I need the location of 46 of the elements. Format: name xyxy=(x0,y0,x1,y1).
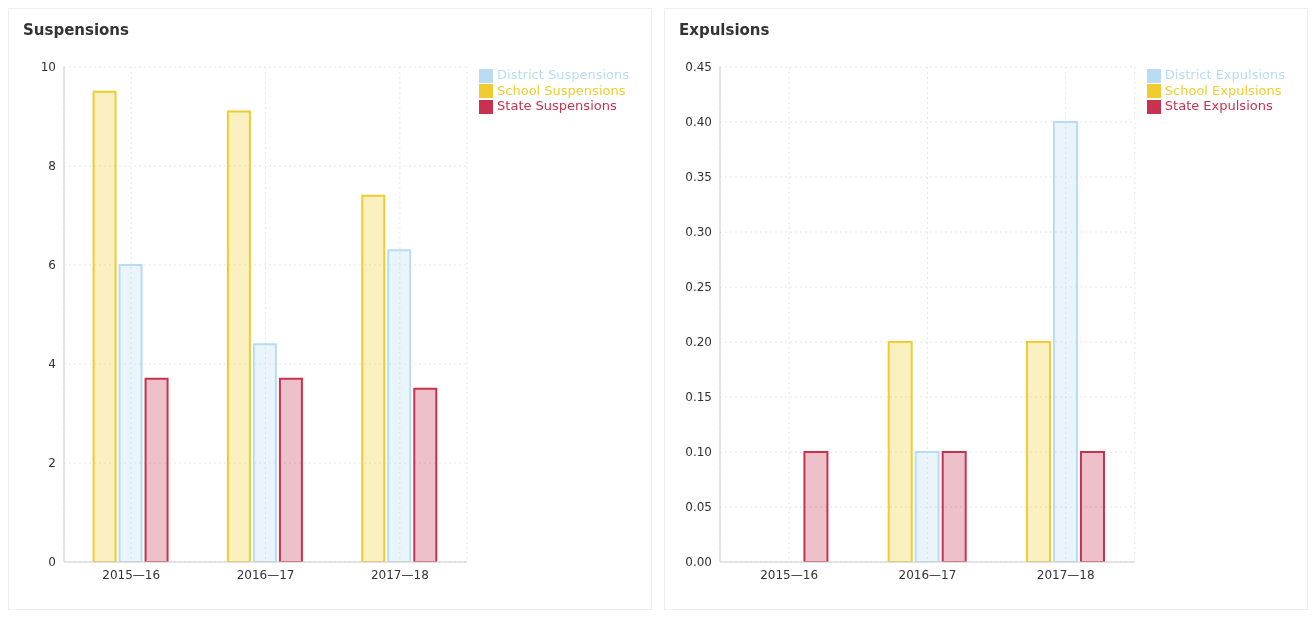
bar xyxy=(413,387,438,562)
y-tick-label: 0.05 xyxy=(685,500,712,515)
y-tick-label: 4 xyxy=(48,357,56,372)
y-tick-label: 0.45 xyxy=(685,60,712,75)
bar xyxy=(278,377,303,562)
legend-label: State Expulsions xyxy=(1164,98,1273,113)
x-tick-label: 2016—17 xyxy=(236,567,295,582)
bar xyxy=(252,343,277,562)
y-tick-label: 0.40 xyxy=(685,115,712,130)
y-tick-label: 0.10 xyxy=(685,445,712,460)
bar xyxy=(1079,451,1105,562)
y-tick-label: 0.20 xyxy=(685,335,712,350)
y-tick-label: 10 xyxy=(40,60,56,75)
bar xyxy=(144,377,169,562)
legend-label: School Expulsions xyxy=(1164,82,1282,98)
y-tick-label: 0.25 xyxy=(685,280,712,295)
bar xyxy=(914,451,940,562)
y-tick-label: 0.00 xyxy=(685,555,712,570)
bar xyxy=(941,451,967,562)
legend-label: School Suspensions xyxy=(497,82,626,98)
bar xyxy=(387,249,412,562)
bar xyxy=(118,264,143,562)
y-tick-label: 0 xyxy=(48,555,56,570)
bar xyxy=(803,451,829,562)
bar xyxy=(1025,341,1051,562)
x-tick-label: 2017—18 xyxy=(370,567,429,582)
y-tick-label: 0.15 xyxy=(685,390,712,405)
chart-title: Expulsions xyxy=(678,20,771,41)
bar xyxy=(361,194,386,562)
legend-label: State Suspensions xyxy=(497,98,617,113)
y-tick-label: 2 xyxy=(48,456,56,471)
x-tick-label: 2015—16 xyxy=(102,567,161,582)
bar xyxy=(226,110,251,562)
x-tick-label: 2015—16 xyxy=(760,567,819,582)
x-tick-label: 2016—17 xyxy=(898,567,957,582)
legend-label: District Suspensions xyxy=(497,67,629,82)
y-tick-label: 0.30 xyxy=(685,225,712,240)
x-tick-label: 2017—18 xyxy=(1036,567,1095,582)
y-tick-label: 0.35 xyxy=(685,170,712,185)
bar xyxy=(887,341,913,562)
y-tick-label: 6 xyxy=(48,258,56,273)
legend-label: District Expulsions xyxy=(1164,67,1285,82)
bar xyxy=(92,90,117,562)
chart-title: Suspensions xyxy=(22,20,130,41)
bar xyxy=(1052,121,1078,562)
y-tick-label: 8 xyxy=(48,159,56,174)
